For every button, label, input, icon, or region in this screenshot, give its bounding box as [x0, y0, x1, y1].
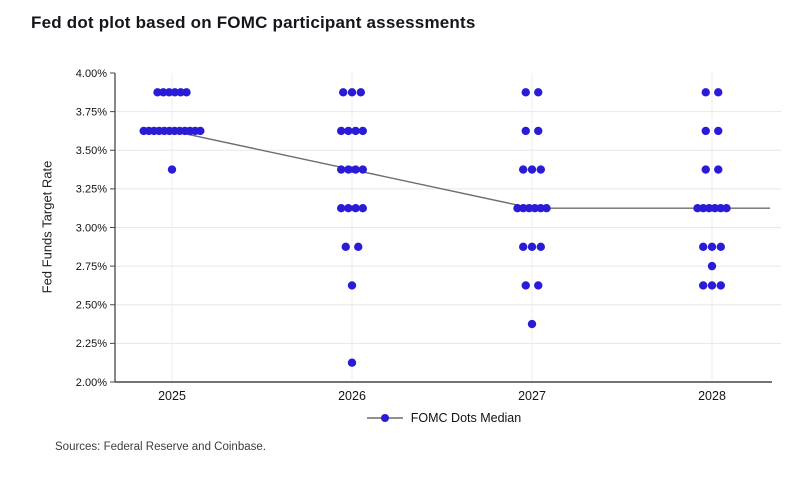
fomc-dot [527, 165, 537, 174]
fomc-dot [167, 165, 177, 174]
fomc-dot [176, 88, 185, 97]
fomc-dot [170, 88, 180, 97]
fomc-dot [527, 319, 537, 329]
fomc-dot [337, 126, 346, 136]
fomc-dot [358, 165, 367, 174]
fomc-dot [536, 242, 545, 252]
fomc-dot [347, 88, 357, 97]
fomc-dot [339, 88, 348, 97]
y-tick-label: 3.25% [76, 184, 107, 196]
fomc-dot [722, 203, 731, 213]
fomc-dot [196, 126, 205, 136]
fomc-dot [182, 88, 191, 97]
fomc-dot [519, 242, 528, 252]
fomc-dot [716, 242, 725, 252]
fomc-dot [524, 203, 534, 213]
x-tick-label: 2027 [518, 389, 546, 403]
fomc-dot [159, 88, 168, 97]
fomc-dot [337, 165, 346, 174]
fomc-dot [707, 242, 717, 252]
fomc-dot [347, 281, 357, 290]
sources-note: Sources: Federal Reserve and Coinbase. [55, 441, 266, 453]
fomc-dot [714, 165, 723, 174]
fomc-dot [693, 203, 702, 213]
median-legend-marker-icon [366, 414, 403, 422]
fomc-dot [341, 242, 350, 252]
y-tick-label: 3.75% [76, 106, 107, 118]
fomc-dot [542, 203, 551, 213]
y-tick-label: 2.75% [76, 261, 107, 273]
fomc-dot [351, 165, 360, 174]
y-tick-label: 3.50% [76, 145, 107, 157]
fomc-dot [536, 165, 545, 174]
fomc-dot [344, 165, 353, 174]
fomc-dot [534, 126, 543, 136]
fomc-dot [716, 281, 725, 290]
fomc-dot [701, 88, 710, 97]
fomc-dot [344, 126, 353, 136]
median-line [171, 130, 770, 209]
fomc-dot [521, 88, 530, 97]
fomc-dot [699, 281, 708, 290]
fomc-dot [354, 242, 363, 252]
fomc-dot [519, 165, 528, 174]
fomc-dot [714, 88, 723, 97]
fomc-dot [716, 203, 725, 213]
fomc-dot [347, 358, 357, 367]
fomc-dot [530, 203, 540, 213]
fomc-dot [513, 203, 522, 213]
fomc-dot [536, 203, 545, 213]
legend-label: FOMC Dots Median [410, 411, 522, 425]
legend-item-fomc-dots-median[interactable]: FOMC Dots Median [115, 409, 772, 427]
fomc-dot [358, 203, 367, 213]
x-tick-label: 2028 [698, 389, 726, 403]
y-tick-label: 4.00% [76, 68, 107, 80]
fomc-dot [527, 242, 537, 252]
fomc-dot [534, 281, 543, 290]
fomc-dot [699, 242, 708, 252]
fomc-dot [521, 281, 530, 290]
fomc-dot [153, 88, 162, 97]
fomc-dot [356, 88, 365, 97]
fomc-dot [337, 203, 346, 213]
y-tick-label: 2.50% [76, 300, 107, 312]
fomc-dot [351, 126, 360, 136]
fomc-dot [714, 126, 723, 136]
fomc-dot [704, 203, 714, 213]
fomc-dot [701, 165, 710, 174]
fomc-dot [351, 203, 360, 213]
fomc-dot [358, 126, 367, 136]
fomc-dot [699, 203, 708, 213]
fomc-dot [534, 88, 543, 97]
x-tick-label: 2026 [338, 389, 366, 403]
y-tick-label: 3.00% [76, 222, 107, 234]
fomc-dot [164, 88, 174, 97]
fomc-dot [521, 126, 530, 136]
fomc-dot [710, 203, 720, 213]
fomc-dot [344, 203, 353, 213]
y-tick-label: 2.25% [76, 338, 107, 350]
y-tick-label: 2.00% [76, 377, 107, 389]
fomc-dot [707, 281, 717, 290]
fomc-dot [707, 261, 717, 271]
fomc-dot [519, 203, 528, 213]
fomc-dot [701, 126, 710, 136]
chart-title: Fed dot plot based on FOMC participant a… [31, 13, 476, 32]
x-tick-label: 2025 [158, 389, 186, 403]
